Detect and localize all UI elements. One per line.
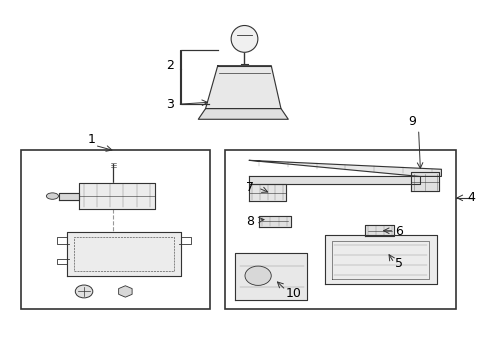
Polygon shape <box>249 176 419 184</box>
Text: 1: 1 <box>87 133 95 146</box>
Polygon shape <box>249 184 285 202</box>
Text: 6: 6 <box>394 225 402 238</box>
Circle shape <box>75 285 93 298</box>
Polygon shape <box>410 172 438 192</box>
Text: 7: 7 <box>246 181 254 194</box>
Polygon shape <box>67 232 181 276</box>
Circle shape <box>244 266 271 285</box>
Bar <box>224 150 455 309</box>
Polygon shape <box>365 225 393 237</box>
Text: 5: 5 <box>394 257 403 270</box>
Ellipse shape <box>46 193 59 199</box>
Polygon shape <box>324 235 436 284</box>
Text: 9: 9 <box>407 115 415 128</box>
Text: 2: 2 <box>166 59 174 72</box>
Text: 3: 3 <box>166 99 174 112</box>
Polygon shape <box>259 216 290 227</box>
Polygon shape <box>205 66 281 109</box>
Bar <box>21 150 210 309</box>
Polygon shape <box>249 160 441 176</box>
Polygon shape <box>79 183 154 208</box>
Polygon shape <box>59 193 79 200</box>
Text: 4: 4 <box>467 192 474 204</box>
Polygon shape <box>234 253 306 300</box>
Polygon shape <box>198 109 287 119</box>
Text: 8: 8 <box>246 215 254 228</box>
Ellipse shape <box>231 26 257 52</box>
Text: 10: 10 <box>285 287 301 300</box>
